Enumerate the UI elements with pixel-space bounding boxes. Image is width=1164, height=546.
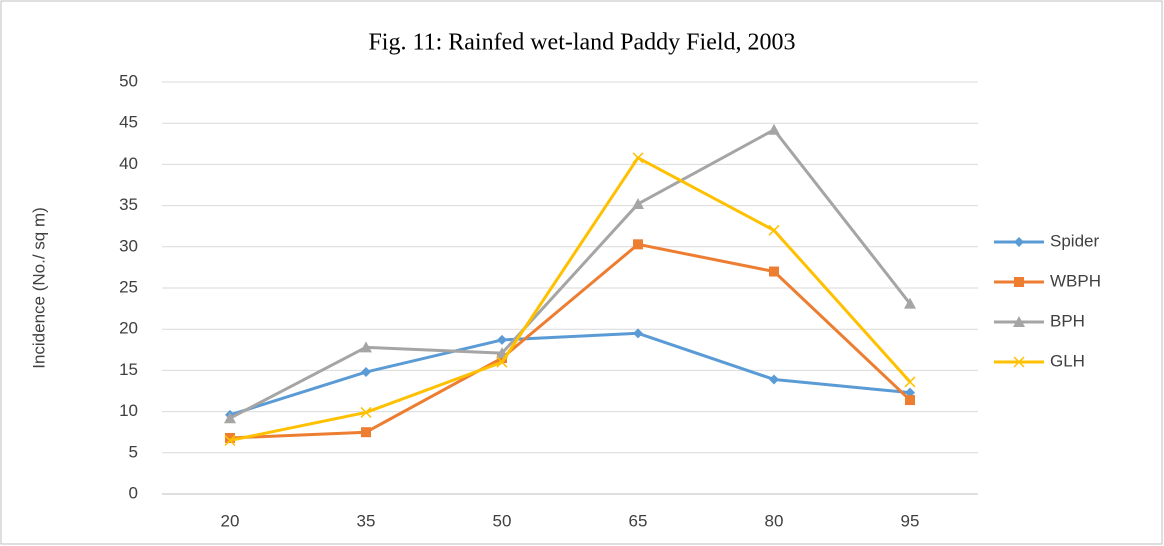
- data-point: [225, 432, 235, 443]
- y-tick-label: 0: [129, 483, 138, 502]
- data-point: [632, 197, 644, 209]
- data-point: [361, 427, 371, 438]
- x-tick-label: 65: [629, 511, 648, 530]
- y-tick-label: 30: [119, 236, 138, 255]
- y-tick-label: 25: [119, 277, 138, 296]
- data-point: [633, 328, 643, 339]
- x-tick-label: 35: [357, 511, 376, 530]
- legend-label: Spider: [1050, 231, 1099, 250]
- data-point: [224, 434, 236, 446]
- data-point: [224, 412, 236, 424]
- y-tick-label: 10: [119, 401, 138, 420]
- y-tick-label: 50: [119, 71, 138, 90]
- y-tick-label: 45: [119, 113, 138, 132]
- legend-label: WBPH: [1050, 271, 1101, 290]
- data-point: [904, 376, 916, 388]
- series-line: [229, 242, 912, 440]
- data-point: [633, 239, 643, 250]
- data-point: [496, 356, 508, 368]
- x-tick-label: 50: [493, 511, 512, 530]
- chart-title: Fig. 11: Rainfed wet-land Paddy Field, 2…: [368, 30, 795, 56]
- data-point: [360, 406, 372, 418]
- data-point: [497, 334, 507, 345]
- data-point: [768, 123, 780, 135]
- y-tick-label: 40: [119, 154, 138, 173]
- legend-label: BPH: [1050, 311, 1085, 330]
- y-tick-label: 15: [119, 360, 138, 379]
- x-tick-label: 20: [221, 511, 240, 530]
- data-point: [632, 152, 644, 164]
- x-tick-label: 95: [901, 511, 920, 530]
- data-point: [360, 341, 372, 353]
- data-point: [768, 224, 780, 236]
- legend-marker: [1013, 316, 1025, 327]
- y-tick-label: 35: [119, 195, 138, 214]
- series-line: [229, 156, 912, 442]
- legend-label: GLH: [1050, 351, 1085, 370]
- data-point: [361, 367, 371, 378]
- data-point: [904, 297, 916, 309]
- data-point: [905, 395, 915, 406]
- series-line: [229, 128, 912, 420]
- data-point: [769, 266, 779, 277]
- x-tick-label: 80: [765, 511, 784, 530]
- y-axis-label: Incidence (No./ sq m): [29, 207, 48, 369]
- data-point: [769, 374, 779, 385]
- y-tick-label: 5: [129, 442, 138, 461]
- y-tick-label: 20: [119, 319, 138, 338]
- series-line: [229, 331, 911, 417]
- legend-marker: [1013, 356, 1025, 368]
- legend-marker: [1014, 237, 1024, 247]
- legend-marker: [1014, 277, 1024, 287]
